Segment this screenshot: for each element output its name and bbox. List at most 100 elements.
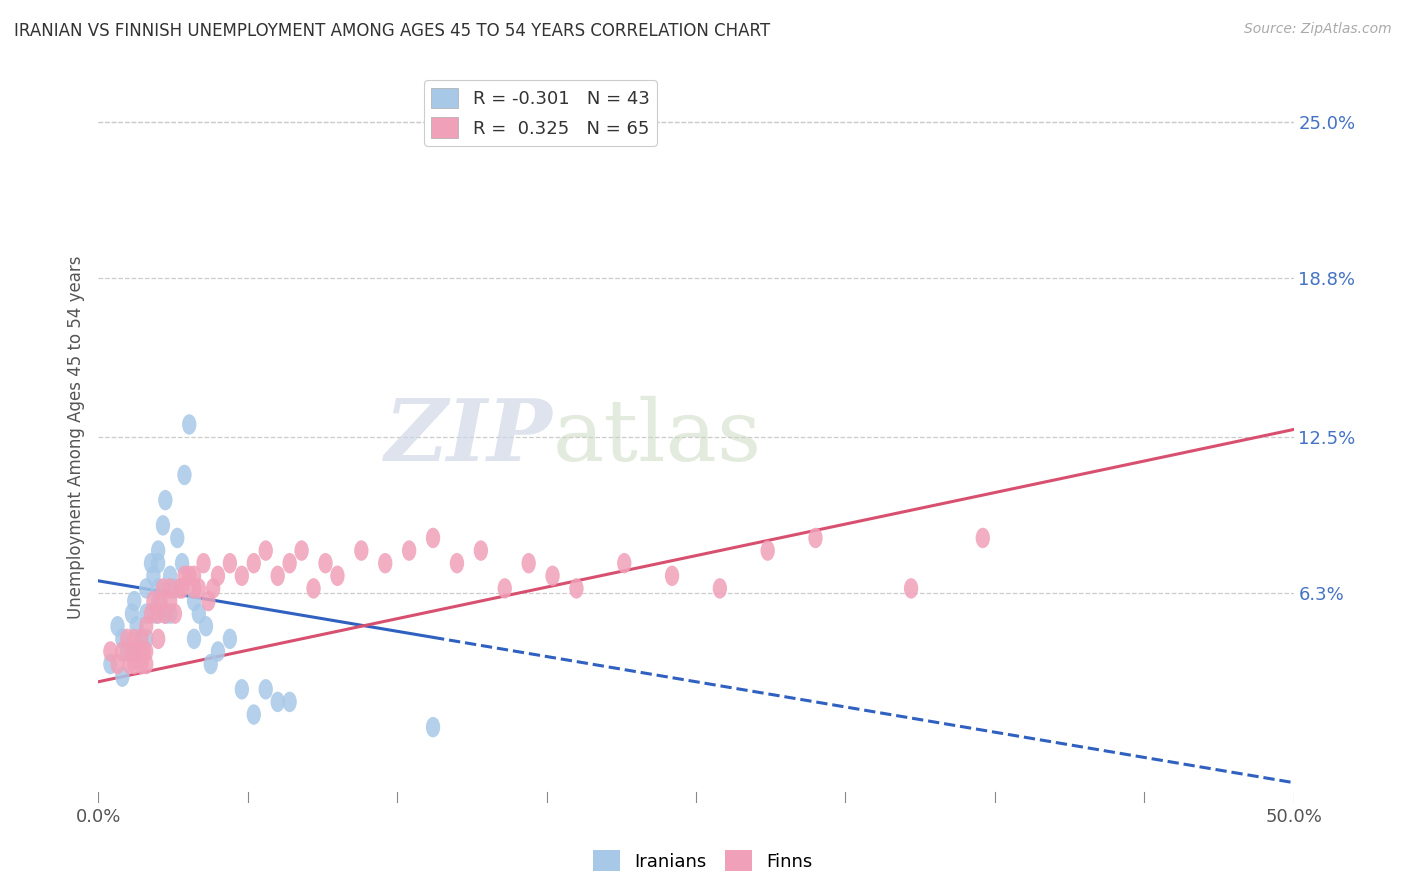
Ellipse shape bbox=[354, 541, 368, 561]
Ellipse shape bbox=[307, 578, 321, 599]
Ellipse shape bbox=[187, 591, 201, 611]
Ellipse shape bbox=[115, 629, 129, 649]
Ellipse shape bbox=[111, 616, 125, 637]
Ellipse shape bbox=[294, 541, 309, 561]
Ellipse shape bbox=[150, 541, 166, 561]
Ellipse shape bbox=[167, 603, 183, 624]
Ellipse shape bbox=[183, 566, 197, 586]
Ellipse shape bbox=[150, 629, 166, 649]
Ellipse shape bbox=[198, 616, 214, 637]
Text: ZIP: ZIP bbox=[385, 395, 553, 479]
Ellipse shape bbox=[211, 641, 225, 662]
Ellipse shape bbox=[246, 705, 262, 725]
Ellipse shape bbox=[211, 566, 225, 586]
Ellipse shape bbox=[177, 465, 191, 485]
Ellipse shape bbox=[191, 603, 207, 624]
Ellipse shape bbox=[426, 528, 440, 549]
Ellipse shape bbox=[283, 553, 297, 574]
Ellipse shape bbox=[150, 591, 166, 611]
Ellipse shape bbox=[115, 666, 129, 687]
Ellipse shape bbox=[139, 578, 153, 599]
Ellipse shape bbox=[139, 616, 153, 637]
Ellipse shape bbox=[103, 641, 118, 662]
Ellipse shape bbox=[402, 541, 416, 561]
Ellipse shape bbox=[450, 553, 464, 574]
Ellipse shape bbox=[149, 603, 163, 624]
Ellipse shape bbox=[163, 591, 177, 611]
Ellipse shape bbox=[222, 553, 238, 574]
Ellipse shape bbox=[139, 629, 153, 649]
Ellipse shape bbox=[235, 566, 249, 586]
Text: atlas: atlas bbox=[553, 395, 762, 479]
Ellipse shape bbox=[135, 629, 149, 649]
Ellipse shape bbox=[174, 553, 190, 574]
Ellipse shape bbox=[167, 578, 183, 599]
Ellipse shape bbox=[159, 490, 173, 510]
Ellipse shape bbox=[163, 603, 177, 624]
Ellipse shape bbox=[204, 654, 218, 674]
Ellipse shape bbox=[617, 553, 631, 574]
Ellipse shape bbox=[129, 616, 143, 637]
Ellipse shape bbox=[976, 528, 990, 549]
Ellipse shape bbox=[163, 578, 177, 599]
Ellipse shape bbox=[665, 566, 679, 586]
Ellipse shape bbox=[139, 603, 153, 624]
Ellipse shape bbox=[143, 603, 159, 624]
Ellipse shape bbox=[201, 591, 215, 611]
Ellipse shape bbox=[378, 553, 392, 574]
Ellipse shape bbox=[270, 566, 285, 586]
Ellipse shape bbox=[153, 591, 167, 611]
Ellipse shape bbox=[546, 566, 560, 586]
Ellipse shape bbox=[187, 629, 201, 649]
Ellipse shape bbox=[183, 414, 197, 434]
Ellipse shape bbox=[222, 629, 238, 649]
Ellipse shape bbox=[259, 679, 273, 699]
Ellipse shape bbox=[170, 528, 184, 549]
Legend: Iranians, Finns: Iranians, Finns bbox=[586, 843, 820, 879]
Ellipse shape bbox=[115, 641, 129, 662]
Ellipse shape bbox=[173, 578, 187, 599]
Ellipse shape bbox=[174, 578, 190, 599]
Ellipse shape bbox=[150, 603, 166, 624]
Ellipse shape bbox=[904, 578, 918, 599]
Ellipse shape bbox=[163, 566, 177, 586]
Ellipse shape bbox=[125, 641, 139, 662]
Ellipse shape bbox=[283, 691, 297, 712]
Ellipse shape bbox=[120, 641, 135, 662]
Ellipse shape bbox=[111, 654, 125, 674]
Ellipse shape bbox=[159, 603, 173, 624]
Ellipse shape bbox=[122, 654, 136, 674]
Ellipse shape bbox=[498, 578, 512, 599]
Text: IRANIAN VS FINNISH UNEMPLOYMENT AMONG AGES 45 TO 54 YEARS CORRELATION CHART: IRANIAN VS FINNISH UNEMPLOYMENT AMONG AG… bbox=[14, 22, 770, 40]
Ellipse shape bbox=[177, 566, 191, 586]
Ellipse shape bbox=[207, 578, 221, 599]
Legend: R = -0.301   N = 43, R =  0.325   N = 65: R = -0.301 N = 43, R = 0.325 N = 65 bbox=[425, 80, 657, 145]
Ellipse shape bbox=[330, 566, 344, 586]
Ellipse shape bbox=[197, 553, 211, 574]
Ellipse shape bbox=[127, 629, 142, 649]
Ellipse shape bbox=[125, 603, 139, 624]
Ellipse shape bbox=[150, 578, 166, 599]
Ellipse shape bbox=[127, 641, 142, 662]
Ellipse shape bbox=[135, 654, 149, 674]
Ellipse shape bbox=[127, 654, 142, 674]
Ellipse shape bbox=[761, 541, 775, 561]
Ellipse shape bbox=[808, 528, 823, 549]
Ellipse shape bbox=[127, 591, 142, 611]
Ellipse shape bbox=[139, 654, 153, 674]
Ellipse shape bbox=[103, 654, 118, 674]
Y-axis label: Unemployment Among Ages 45 to 54 years: Unemployment Among Ages 45 to 54 years bbox=[66, 255, 84, 619]
Ellipse shape bbox=[132, 641, 146, 662]
Ellipse shape bbox=[136, 641, 150, 662]
Ellipse shape bbox=[617, 124, 631, 145]
Ellipse shape bbox=[235, 679, 249, 699]
Ellipse shape bbox=[156, 578, 170, 599]
Ellipse shape bbox=[426, 717, 440, 738]
Ellipse shape bbox=[713, 578, 727, 599]
Ellipse shape bbox=[270, 691, 285, 712]
Ellipse shape bbox=[143, 553, 159, 574]
Ellipse shape bbox=[187, 566, 201, 586]
Ellipse shape bbox=[159, 603, 173, 624]
Ellipse shape bbox=[129, 641, 143, 662]
Ellipse shape bbox=[187, 578, 201, 599]
